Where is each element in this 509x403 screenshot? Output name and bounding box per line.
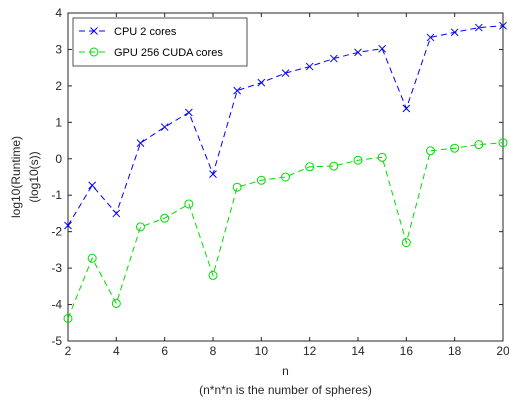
data-point — [450, 143, 460, 153]
legend-box — [72, 17, 248, 67]
marker-stroke — [354, 48, 362, 57]
data-point — [208, 270, 218, 280]
x-tick-label: 12 — [303, 344, 317, 358]
marker-stroke — [136, 139, 145, 147]
data-point — [474, 23, 483, 32]
marker-stroke — [257, 78, 266, 87]
marker-stroke — [209, 170, 217, 178]
marker-stroke — [112, 209, 121, 218]
data-point — [160, 213, 170, 223]
data-point — [377, 152, 387, 162]
x-tick-label: 14 — [351, 344, 365, 358]
data-point — [111, 298, 121, 308]
data-point — [160, 123, 169, 131]
marker-stroke — [160, 123, 169, 131]
y-tick-label: 1 — [55, 115, 62, 129]
y-tick-label: -3 — [51, 261, 62, 275]
legend: CPU 2 cores GPU 256 CUDA cores — [72, 17, 248, 67]
y-tick-label: 3 — [55, 42, 62, 56]
marker-stroke — [402, 104, 411, 113]
data-point — [305, 162, 315, 172]
data-point — [329, 161, 339, 171]
marker-stroke — [378, 44, 387, 53]
data-point — [402, 104, 411, 113]
data-point — [63, 313, 73, 323]
data-point — [353, 155, 363, 165]
data-point — [426, 33, 435, 42]
data-point — [64, 221, 72, 230]
y-tick-label: -2 — [51, 225, 62, 239]
marker-stroke — [184, 108, 193, 117]
data-point — [184, 199, 194, 209]
data-point — [354, 48, 362, 57]
x-tick-label: 20 — [496, 344, 509, 358]
marker-stroke — [450, 28, 459, 37]
data-point — [329, 54, 338, 63]
y-tick-label: 2 — [55, 79, 62, 93]
x-tick-label: 2 — [65, 344, 72, 358]
y-axis-sublabel: (log10(s)) — [27, 151, 41, 202]
x-tick-label: 8 — [210, 344, 217, 358]
x-tick-label: 18 — [448, 344, 462, 358]
data-point — [499, 21, 507, 30]
data-point — [450, 28, 459, 37]
series-cpu — [64, 21, 507, 230]
legend-marker — [89, 47, 99, 57]
y-tick-label: 0 — [55, 152, 62, 166]
marker-stroke — [499, 21, 507, 30]
marker-stroke — [474, 23, 483, 32]
data-point — [401, 238, 411, 248]
y-axis-label: log10(Runtime) — [9, 136, 23, 218]
data-point — [88, 181, 97, 190]
data-point — [184, 108, 193, 117]
data-point — [498, 138, 508, 148]
data-point — [87, 253, 97, 263]
data-point — [136, 222, 145, 232]
data-point — [305, 62, 314, 71]
legend-label: GPU 256 CUDA cores — [114, 47, 223, 59]
data-point — [232, 182, 242, 192]
data-point — [474, 140, 484, 150]
legend-item: GPU 256 CUDA cores — [79, 47, 223, 59]
marker-stroke — [426, 33, 435, 42]
data-point — [256, 175, 266, 185]
plot-box — [67, 12, 504, 342]
x-tick-label: 4 — [113, 344, 120, 358]
x-axis-sublabel: (n*n*n is the number of spheres) — [199, 383, 372, 397]
plot-area — [63, 21, 508, 323]
marker-stroke — [329, 54, 338, 63]
marker-stroke — [305, 62, 314, 71]
marker-stroke — [281, 69, 290, 77]
data-point — [257, 78, 266, 87]
y-tick-label: -4 — [51, 298, 62, 312]
series-gpu — [63, 138, 508, 323]
data-point — [233, 86, 242, 95]
marker-stroke — [64, 221, 72, 230]
legend-label: CPU 2 cores — [114, 26, 177, 38]
y-tick-label: 4 — [55, 6, 62, 20]
data-point — [378, 44, 387, 53]
legend-marker — [90, 27, 98, 35]
data-point — [112, 209, 121, 218]
legend-item: CPU 2 cores — [79, 26, 177, 38]
data-point — [136, 139, 145, 147]
marker-stroke — [88, 181, 97, 190]
x-tick-label: 16 — [400, 344, 414, 358]
y-tick-label: -1 — [51, 188, 62, 202]
data-point — [209, 170, 217, 178]
x-axis-label: n — [282, 364, 289, 378]
data-point — [426, 146, 435, 156]
x-tick-label: 10 — [255, 344, 269, 358]
y-tick-label: -5 — [51, 334, 62, 348]
data-point — [281, 172, 290, 182]
marker-stroke — [233, 86, 242, 95]
data-point — [281, 69, 290, 77]
x-tick-label: 6 — [161, 344, 168, 358]
